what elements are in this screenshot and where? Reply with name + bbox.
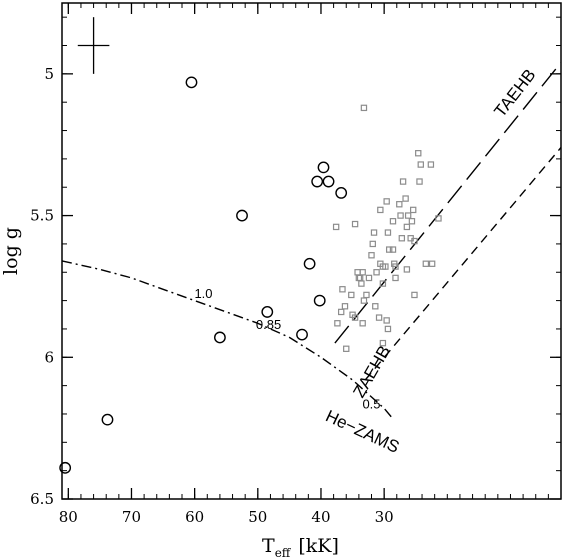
annotations: TAEHB ZAEHB He−ZAMS 1.0 0.85 0.5 bbox=[194, 65, 539, 456]
y-tick-label: 5.5 bbox=[30, 207, 54, 225]
x-axis-title-main: T bbox=[262, 535, 275, 557]
circle-point bbox=[261, 306, 274, 318]
circle-point bbox=[236, 209, 248, 222]
annotation-label: He−ZAMS bbox=[323, 406, 403, 457]
square-point bbox=[337, 308, 345, 316]
square-point bbox=[409, 206, 417, 214]
square-point bbox=[435, 215, 442, 222]
square-point bbox=[391, 260, 398, 267]
square-point bbox=[403, 266, 411, 273]
annotation-label: 1.0 bbox=[194, 286, 212, 301]
axis-ticks: 80 70 60 50 40 30 5 5.5 6 6.5 bbox=[30, 3, 561, 526]
annotation-label: 0.5 bbox=[362, 396, 380, 411]
square-point bbox=[411, 237, 418, 245]
y-axis-title: log g bbox=[0, 227, 22, 275]
x-axis-title-sub: eff bbox=[275, 546, 292, 559]
error-bar bbox=[77, 17, 110, 74]
x-tick-label: 40 bbox=[311, 508, 330, 526]
square-point bbox=[372, 303, 379, 310]
square-point bbox=[360, 104, 368, 112]
square-point bbox=[402, 195, 409, 202]
annotation-label: ZAEHB bbox=[349, 342, 394, 401]
circle-point bbox=[185, 76, 198, 89]
square-point bbox=[370, 229, 378, 236]
circle-point bbox=[303, 257, 316, 270]
circle-point bbox=[322, 175, 335, 188]
square-point bbox=[392, 274, 399, 282]
square-point bbox=[359, 269, 366, 276]
circle-point bbox=[59, 461, 72, 474]
square-point bbox=[368, 252, 375, 259]
y-tick-label: 6 bbox=[44, 348, 54, 366]
square-point bbox=[360, 297, 368, 304]
square-point bbox=[416, 178, 423, 185]
square-point bbox=[389, 246, 397, 253]
square-point bbox=[397, 212, 404, 219]
square-point bbox=[359, 320, 366, 327]
square-point bbox=[339, 286, 346, 293]
y-tick-label: 5 bbox=[44, 65, 54, 83]
square-point bbox=[404, 212, 412, 219]
x-axis-title-unit: [kK] bbox=[298, 535, 339, 557]
square-point bbox=[373, 269, 380, 276]
line-taehb bbox=[334, 62, 562, 344]
square-point bbox=[369, 240, 376, 248]
square-point bbox=[334, 320, 341, 327]
circle-point bbox=[101, 413, 114, 426]
line-zaehb bbox=[364, 147, 562, 381]
square-point bbox=[396, 201, 403, 208]
x-axis-title: Teff [kK] bbox=[262, 535, 339, 559]
square-point bbox=[408, 218, 416, 225]
square-point bbox=[379, 339, 387, 347]
square-point bbox=[403, 223, 411, 231]
x-tick-label: 60 bbox=[185, 508, 204, 526]
square-point bbox=[351, 220, 359, 228]
square-point bbox=[384, 325, 392, 333]
square-point bbox=[385, 246, 393, 253]
x-tick-label: 30 bbox=[375, 508, 394, 526]
square-point bbox=[354, 269, 361, 276]
circle-point bbox=[313, 294, 326, 307]
line-he-zams bbox=[61, 260, 395, 421]
y-tick-label: 6.5 bbox=[30, 490, 54, 508]
square-point bbox=[377, 206, 384, 214]
square-point bbox=[422, 260, 430, 267]
square-point bbox=[341, 303, 349, 310]
square-point bbox=[377, 260, 384, 267]
square-point bbox=[348, 291, 355, 299]
square-point bbox=[379, 280, 387, 287]
circle-point bbox=[317, 161, 330, 174]
annotation-label: 0.85 bbox=[256, 317, 281, 332]
square-point bbox=[365, 274, 373, 282]
model-lines bbox=[61, 62, 562, 421]
square-point bbox=[384, 229, 392, 236]
square-point bbox=[383, 198, 390, 205]
square-point bbox=[428, 260, 436, 267]
square-point bbox=[358, 280, 365, 287]
square-point bbox=[411, 291, 418, 299]
x-tick-label: 80 bbox=[59, 508, 78, 526]
square-point bbox=[351, 314, 359, 321]
plot-frame bbox=[61, 2, 562, 500]
square-point bbox=[398, 235, 406, 242]
square-point bbox=[427, 161, 435, 168]
square-point bbox=[417, 161, 424, 168]
data-points bbox=[59, 76, 442, 474]
square-point bbox=[343, 345, 350, 352]
square-point bbox=[363, 291, 370, 299]
square-point bbox=[399, 178, 407, 185]
circle-point bbox=[311, 175, 324, 188]
circle-point bbox=[335, 186, 348, 199]
square-point bbox=[332, 223, 340, 231]
square-point bbox=[383, 317, 390, 324]
circle-point bbox=[296, 328, 308, 341]
annotation-label: TAEHB bbox=[490, 65, 539, 120]
circle-point bbox=[214, 331, 226, 344]
x-tick-label: 50 bbox=[248, 508, 267, 526]
square-point bbox=[415, 150, 422, 157]
square-point bbox=[375, 314, 383, 321]
x-tick-label: 70 bbox=[122, 508, 141, 526]
square-point bbox=[389, 218, 397, 225]
